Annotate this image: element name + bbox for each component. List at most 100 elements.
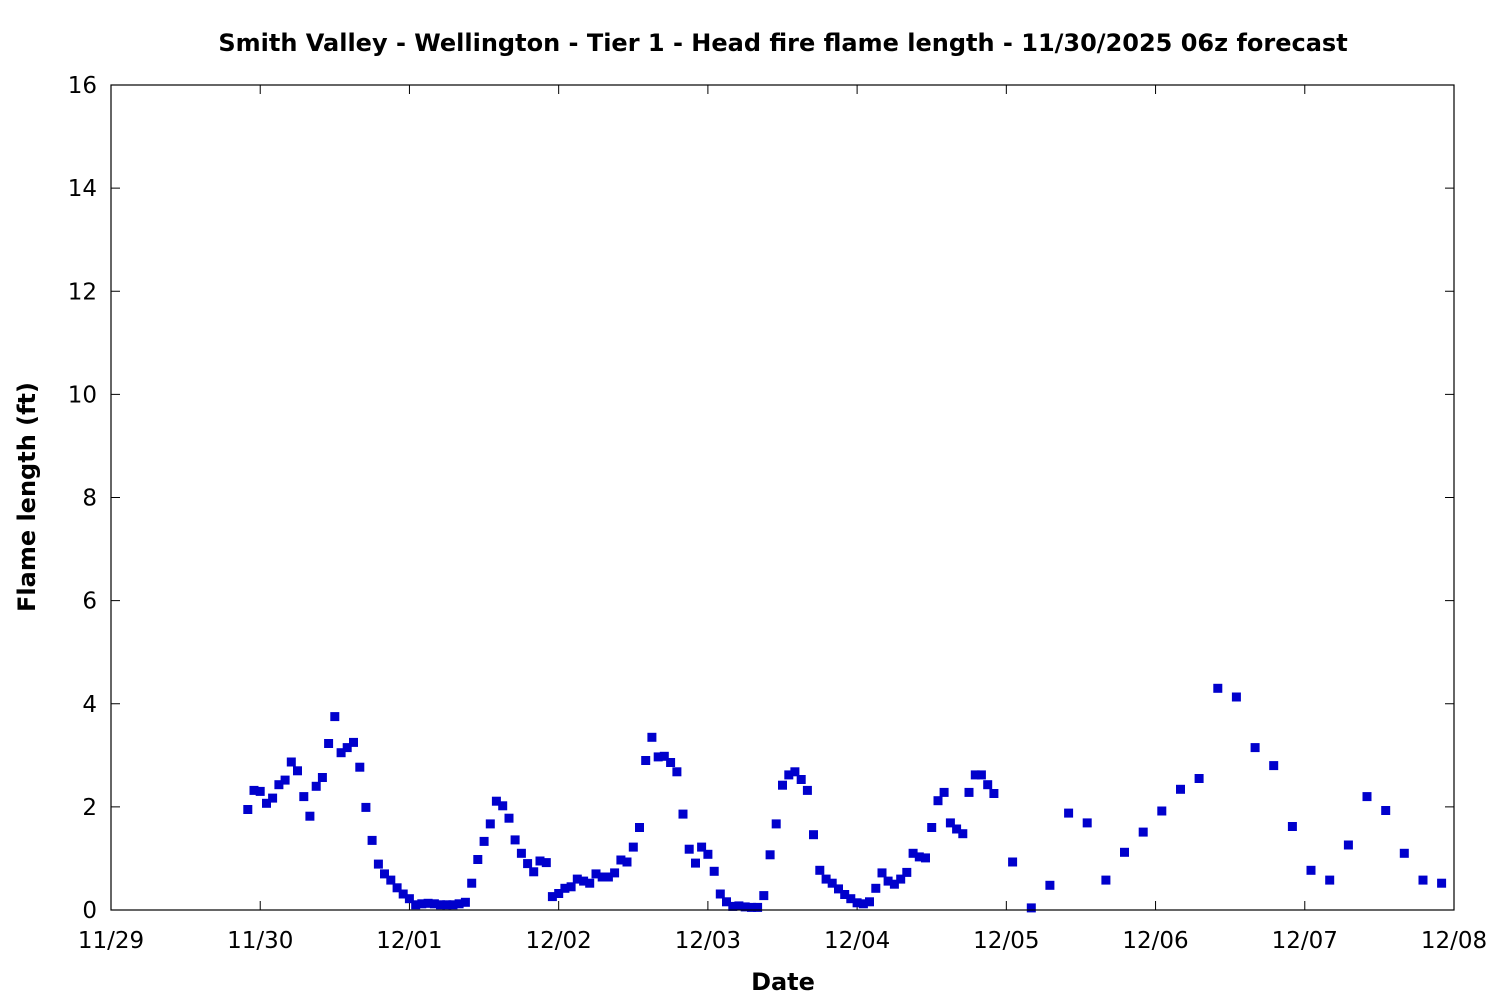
data-point [361,802,371,812]
data-point [417,899,427,909]
data-point [255,786,265,796]
data-point [647,732,657,742]
data-point [404,894,414,904]
axis-ticks: 0 2 4 6 8 10 12 14 16 11/29 11/30 12/01 12/02 12/03 12… [68,73,1487,954]
data-point [1269,761,1279,771]
data-point [249,785,259,795]
data-point [889,879,899,889]
data-point [442,900,452,910]
data-point [597,872,607,882]
data-point [989,789,999,798]
data-points [243,683,1447,913]
data-point [921,853,930,863]
data-point [747,902,756,912]
x-tick-label: 12/07 [1272,928,1338,954]
data-point [355,762,365,772]
data-point [858,899,868,909]
data-point [939,787,949,797]
data-point [268,793,278,803]
data-point [566,882,576,892]
data-point [1213,683,1223,693]
data-point [504,813,514,823]
data-point [691,858,700,868]
data-point [983,780,993,790]
data-point [1157,806,1167,816]
data-point [1026,903,1036,913]
data-point [1176,784,1185,794]
data-point [473,855,483,864]
data-point [765,850,775,860]
data-point [1437,878,1447,888]
data-point [728,901,738,911]
data-point [628,842,638,852]
data-point [1045,880,1055,890]
data-point [423,898,433,908]
data-point [436,900,445,910]
data-point [672,767,682,777]
chart-title: Smith Valley - Wellington - Tier 1 - Hea… [218,29,1347,57]
data-point [834,884,843,894]
data-point [498,801,508,811]
data-point [883,876,893,886]
data-point [796,775,806,784]
data-point [411,900,421,910]
data-point [342,743,352,753]
data-point [380,869,389,879]
data-point [311,781,321,791]
data-point [846,894,856,904]
data-point [1008,857,1018,867]
data-point [1138,827,1148,837]
data-point [491,796,501,806]
data-point [703,849,713,859]
data-point [1343,840,1353,850]
y-tick-label: 16 [68,73,97,99]
data-point [330,712,340,722]
data-point [603,872,613,882]
data-point [865,897,874,907]
x-tick-label: 11/30 [227,928,293,954]
data-point [1194,774,1204,783]
y-tick-label: 8 [82,486,97,512]
x-tick-label: 11/29 [78,928,144,954]
data-point [659,751,669,761]
data-point [933,796,943,806]
data-point [324,739,334,748]
data-point [516,848,526,858]
data-point [299,792,309,802]
y-tick-label: 2 [82,795,97,821]
data-point [827,878,837,888]
data-point [454,899,464,909]
data-point [554,889,564,898]
data-point [392,883,402,893]
data-point [958,829,968,839]
data-point [877,868,887,878]
data-point [641,756,651,765]
data-point [759,891,769,901]
data-point [547,892,557,902]
y-tick-label: 4 [82,692,97,718]
data-point [510,835,520,845]
data-point [1120,847,1129,857]
data-point [821,874,831,884]
data-point [398,889,408,899]
data-point [280,775,290,785]
data-point [1362,792,1372,802]
data-point [616,855,626,865]
data-point [1418,875,1428,885]
data-point [914,852,924,862]
data-point [771,819,781,829]
data-point [367,835,377,845]
x-axis-label: Date [751,968,815,996]
y-axis-label: Flame length (ft) [13,382,41,612]
data-point [945,818,955,828]
data-point [293,766,302,776]
data-point [262,798,271,808]
data-point [585,878,595,888]
data-point [373,859,383,869]
data-point [572,874,582,884]
x-tick-label: 12/01 [376,928,442,954]
data-point [778,780,787,790]
data-point [349,737,358,747]
plot-frame [110,84,1455,911]
